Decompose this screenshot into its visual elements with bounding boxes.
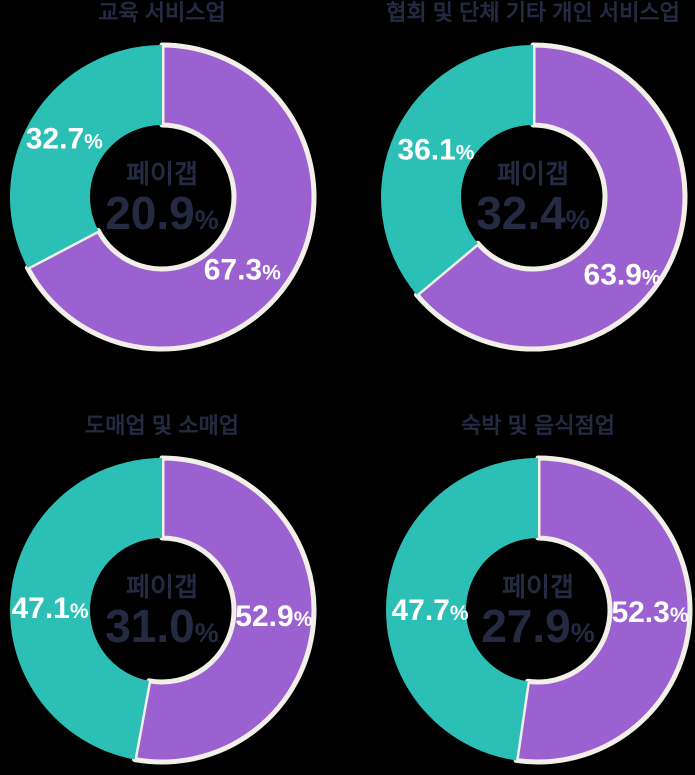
chart-title: 숙박 및 음식점업 bbox=[461, 413, 615, 438]
center-value: 31.0% bbox=[105, 600, 219, 652]
center-label: 페이갭 bbox=[126, 572, 198, 602]
donut-chart-wholesale-retail: 도매업 및 소매업 52.9% 47.1% 페이갭 31.0% bbox=[0, 413, 327, 775]
chart-title: 교육 서비스업 bbox=[98, 0, 226, 25]
donut-chart-education: 교육 서비스업 67.3% 32.7% 페이갭 20.9% bbox=[0, 0, 327, 362]
center-label: 페이갭 bbox=[126, 159, 198, 189]
chart-title: 협회 및 단체 기타 개인 서비스업 bbox=[386, 0, 680, 25]
donut-segment-purple bbox=[24, 42, 317, 352]
center-value: 32.4% bbox=[476, 187, 590, 239]
donut-segment-teal bbox=[9, 458, 162, 760]
donut-segment-teal bbox=[386, 458, 538, 761]
center-value: 27.9% bbox=[481, 600, 595, 652]
chart-title: 도매업 및 소매업 bbox=[85, 413, 239, 438]
donut-segment-purple bbox=[513, 455, 693, 765]
donut-chart-associations: 협회 및 단체 기타 개인 서비스업 63.9% 36.1% 페이갭 32.4% bbox=[368, 0, 695, 362]
donut-segment-purple bbox=[131, 455, 317, 765]
donut-segment-teal bbox=[381, 45, 533, 295]
center-value: 20.9% bbox=[105, 187, 219, 239]
center-label: 페이갭 bbox=[497, 159, 569, 189]
donut-segment-teal bbox=[9, 45, 162, 268]
center-label: 페이갭 bbox=[502, 572, 574, 602]
donut-chart-lodging-food: 숙박 및 음식점업 52.3% 47.7% 페이갭 27.9% bbox=[373, 413, 695, 775]
donut-segment-purple bbox=[413, 42, 688, 352]
